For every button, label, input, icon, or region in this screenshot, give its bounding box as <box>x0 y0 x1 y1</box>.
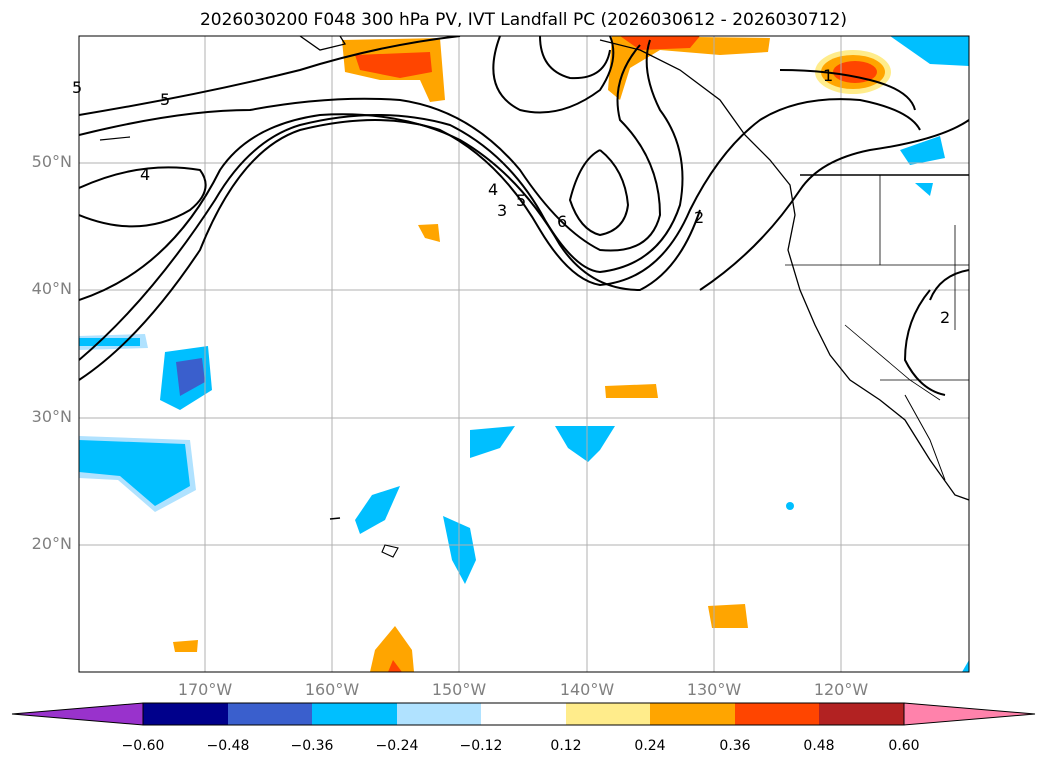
contour-label: 2 <box>694 208 705 227</box>
colorbar-segment <box>481 703 566 725</box>
pv-contour-5 <box>79 36 461 116</box>
positive-anomaly-core <box>355 52 432 78</box>
colorbar-tick: 0.48 <box>803 738 835 754</box>
colorbar-segment <box>228 703 312 725</box>
contour-label: 1 <box>823 66 834 85</box>
map-background <box>79 36 969 672</box>
contour-label: 2 <box>940 308 951 327</box>
lat-label-40n: 40°N <box>31 279 72 298</box>
colorbar-tick: 0.60 <box>888 738 920 754</box>
colorbar-extend-high <box>903 702 1036 726</box>
colorbar-segment <box>735 703 819 725</box>
pv-contour-4-west <box>79 166 207 228</box>
colorbar-tick: 0.36 <box>719 738 751 754</box>
map-border <box>78 35 970 673</box>
lon-label-150w: 150°W <box>431 680 487 699</box>
colorbar-segment <box>397 703 481 725</box>
lat-label-30n: 30°N <box>31 407 72 426</box>
colorbar-extend-low <box>11 702 144 726</box>
positive-anomaly-gulf <box>608 36 770 100</box>
lat-label-20n: 20°N <box>31 534 72 553</box>
colorbar-tick: −0.36 <box>290 738 334 754</box>
colorbar-segment <box>143 703 228 725</box>
lon-label-160w: 160°W <box>304 680 360 699</box>
map-title: 2026030200 F048 300 hPa PV, IVT Landfall… <box>199 10 847 30</box>
lon-label-120w: 120°W <box>813 680 869 699</box>
colorbar-tick: 0.24 <box>634 738 666 754</box>
contour-label: 5 <box>160 90 171 109</box>
colorbar-segment <box>650 703 735 725</box>
lat-label-50n: 50°N <box>31 152 72 171</box>
colorbar-tick: 0.12 <box>550 738 582 754</box>
lon-label-170w: 170°W <box>177 680 233 699</box>
lon-label-140w: 140°W <box>559 680 615 699</box>
coastlines <box>99 36 969 558</box>
colorbar-segment <box>312 703 397 725</box>
colorbar-segment <box>566 703 650 725</box>
colorbar-tick: −0.12 <box>459 738 503 754</box>
graticule <box>79 36 969 672</box>
negative-anomaly-ne <box>890 36 969 66</box>
colorbar-segment <box>819 703 904 725</box>
contour-label: 5 <box>516 191 527 210</box>
colorbar-tick: −0.48 <box>206 738 250 754</box>
contour-label: 4 <box>488 180 499 199</box>
colorbar <box>11 702 1036 726</box>
colorbar-tick: −0.60 <box>121 738 165 754</box>
pv-contours <box>79 36 969 396</box>
contour-label: 5 <box>72 78 83 97</box>
ivt-anomaly-fills <box>79 36 969 672</box>
contour-label: 6 <box>557 212 568 231</box>
contour-label: 4 <box>140 165 151 184</box>
colorbar-tick: −0.24 <box>375 738 419 754</box>
contour-label: 3 <box>497 201 508 220</box>
lon-label-130w: 130°W <box>686 680 742 699</box>
